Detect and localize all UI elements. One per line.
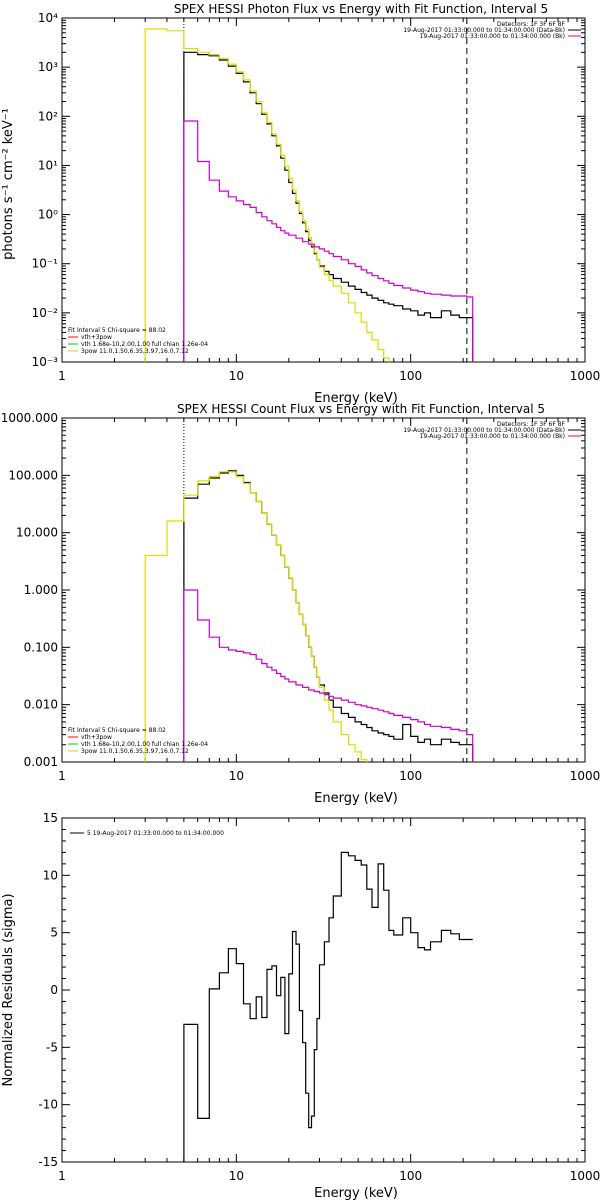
x-tick-label: 100 <box>399 369 422 383</box>
residuals-ylabel: Normalized Residuals (sigma) <box>1 893 16 1086</box>
count-flux-title: SPEX HESSI Count Flux vs Energy with Fit… <box>177 402 545 416</box>
x-tick-label: 10 <box>229 369 244 383</box>
residuals-xlabel: Energy (keV) <box>314 1186 398 1200</box>
legend-entry: 3pow 11.0,1.50,6.35,3.97,16.0,7.12 <box>81 348 189 355</box>
legend-entry: vth+3pow <box>81 334 112 341</box>
y-tick-label: 10 <box>43 868 58 882</box>
y-tick-label: -10 <box>38 1098 58 1112</box>
residuals-axis-ticks: 1 10 100 1000 -15 -10 -5 0 5 10 15 <box>38 811 600 1183</box>
x-tick-label: 100 <box>399 1169 422 1183</box>
legend-entry: Detectors: 1F 3F 6F 8F <box>497 421 566 428</box>
legend-entry: 19-Aug-2017 01:33:00.000 to 01:34:00.000… <box>420 433 565 440</box>
y-tick-label: -5 <box>46 1040 58 1054</box>
plot-border <box>61 17 586 363</box>
legend-entry: 3pow 11.0,1.50,6.35,3.97,16.0,7.12 <box>81 748 189 755</box>
y-tick-label: 10¹ <box>38 158 58 172</box>
background-spectrum-line <box>183 120 474 362</box>
observed-spectrum-line <box>183 51 474 362</box>
residual-line <box>183 851 473 1162</box>
x-tick-label: 1 <box>58 369 66 383</box>
count-flux-xlabel: Energy (keV) <box>314 791 398 806</box>
count-flux-plot-frame <box>61 417 586 763</box>
y-tick-label: 10² <box>38 109 58 123</box>
y-tick-label: 10⁴ <box>38 11 58 25</box>
y-tick-label: 10.000 <box>16 526 58 540</box>
legend-entry: vth 1.68e-10,2.00,1.00 full chian 1.26e-… <box>81 741 208 748</box>
x-tick-label: 10 <box>229 769 244 783</box>
background-spectrum-line <box>183 589 474 762</box>
residuals-panel: 1 10 100 1000 -15 -10 -5 0 5 10 15 5 19-Aug-2017 0… <box>1 811 600 1200</box>
photon-flux-axis-ticks: 1 10 100 1000 10⁻³ 10⁻² 10⁻¹ 10⁰ 10¹ 10² 10³ 10⁴ <box>32 11 600 383</box>
y-tick-label: 0.001 <box>24 755 58 769</box>
legend-entry: vth 1.68e-10,2.00,1.00 full chian 1.26e-… <box>81 341 208 348</box>
x-tick-label: 1000 <box>570 369 600 383</box>
legend-entry: 19-Aug-2017 01:33:00.000 to 01:34:00.000… <box>420 33 565 40</box>
y-tick-label: 1000.000 <box>1 411 58 425</box>
y-tick-label: 10³ <box>38 60 58 74</box>
residuals-series <box>183 851 473 1162</box>
power-law-fit-line <box>144 28 390 362</box>
residuals-legend: 5 19-Aug-2017 01:33:00.000 to 01:34:00.0… <box>70 830 224 837</box>
legend-entry: 19-Aug-2017 01:33:00.000 to 01:34:00.000… <box>403 27 565 34</box>
y-tick-label: 100.000 <box>8 468 58 482</box>
y-tick-label: 0.100 <box>24 640 58 654</box>
y-tick-label: 5 <box>50 926 58 940</box>
plot-border <box>61 417 586 763</box>
photon-flux-plot-frame <box>61 17 586 363</box>
legend-entry: Detectors: 1F 3F 6F 8F <box>497 21 566 28</box>
y-tick-label: 10⁻¹ <box>32 257 59 271</box>
photon-flux-xlabel: Energy (keV) <box>314 391 398 406</box>
photon-flux-ylabel: photons s⁻¹ cm⁻² keV⁻¹ <box>1 108 16 260</box>
y-tick-label: 1.000 <box>24 583 58 597</box>
legend-entry: 5 19-Aug-2017 01:33:00.000 to 01:34:00.0… <box>87 830 224 837</box>
y-tick-label: 0.010 <box>24 698 58 712</box>
x-tick-label: 100 <box>399 769 422 783</box>
x-tick-label: 10 <box>229 1169 244 1183</box>
photon-flux-title: SPEX HESSI Photon Flux vs Energy with Fi… <box>174 2 548 16</box>
count-flux-axis-ticks: 1 10 100 1000 0.001 0.010 0.100 1.000 10.000 100.… <box>1 411 600 783</box>
y-tick-label: -15 <box>38 1155 58 1169</box>
legend-entry: Fit Interval 5 Chi-square = 88.02 <box>68 727 166 734</box>
y-tick-label: 10⁻³ <box>32 355 59 369</box>
plot-border <box>61 817 586 1163</box>
y-tick-label: 10⁻² <box>32 306 59 320</box>
legend-entry: vth+3pow <box>81 734 112 741</box>
residuals-plot-frame <box>61 817 586 1163</box>
photon-flux-panel: SPEX HESSI Photon Flux vs Energy with Fi… <box>1 2 600 406</box>
y-tick-label: 15 <box>43 811 58 825</box>
y-tick-label: 10⁰ <box>38 208 58 222</box>
observed-spectrum-line <box>183 470 474 762</box>
y-tick-label: 0 <box>50 983 58 997</box>
legend-entry: Fit Interval 5 Chi-square = 88.02 <box>68 327 166 334</box>
x-tick-label: 1000 <box>570 769 600 783</box>
power-law-fit-line <box>144 471 368 762</box>
x-tick-label: 1000 <box>570 1169 600 1183</box>
count-flux-series <box>144 418 474 762</box>
x-tick-label: 1 <box>58 769 66 783</box>
photon-flux-series <box>144 18 474 362</box>
count-flux-panel: SPEX HESSI Count Flux vs Energy with Fit… <box>1 402 600 806</box>
x-tick-label: 1 <box>58 1169 66 1183</box>
legend-entry: 19-Aug-2017 01:33:00.000 to 01:34:00.000… <box>403 427 565 434</box>
